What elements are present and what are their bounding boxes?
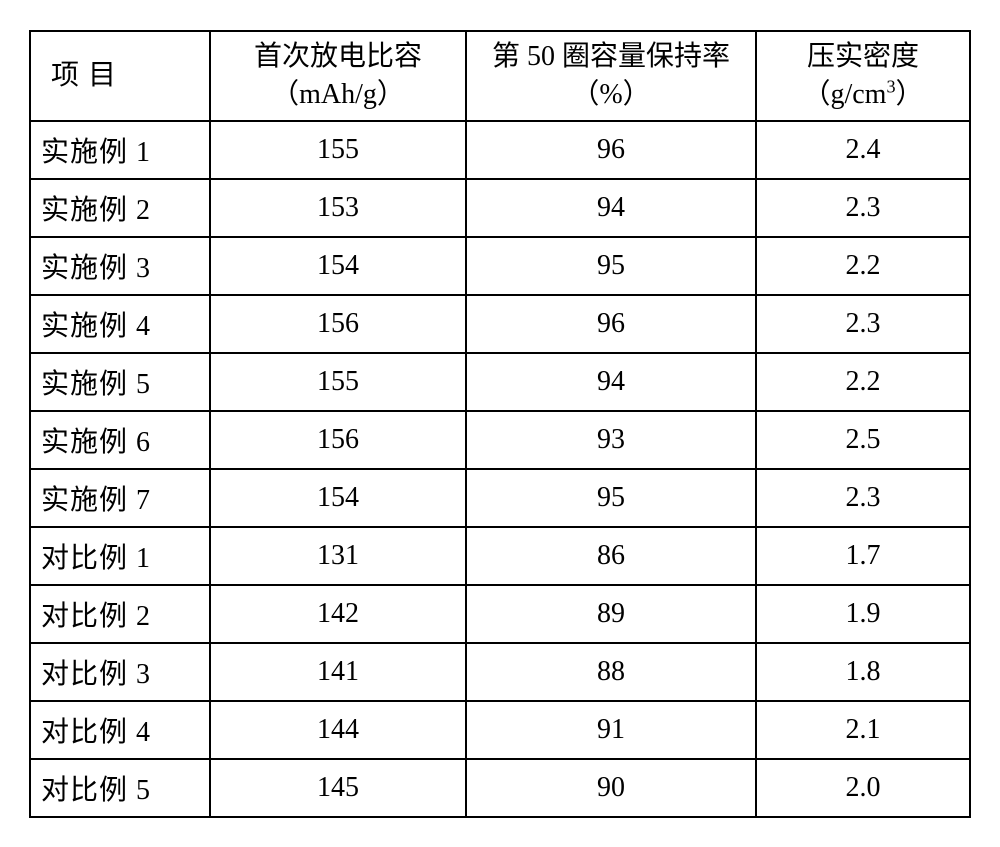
cell-retention: 95: [466, 237, 756, 295]
header-density-line2: （g/cm3）: [802, 79, 923, 110]
cell-capacity: 141: [210, 643, 466, 701]
table-row: 实施例 2 153 94 2.3: [30, 179, 970, 237]
cell-item: 实施例 2: [30, 179, 210, 237]
table-row: 对比例 1 131 86 1.7: [30, 527, 970, 585]
cell-retention: 94: [466, 353, 756, 411]
cell-retention: 91: [466, 701, 756, 759]
cell-capacity: 155: [210, 121, 466, 179]
header-retention-line2: （%）: [571, 79, 650, 110]
header-item: 项 目: [30, 31, 210, 121]
cell-retention: 90: [466, 759, 756, 817]
cell-capacity: 153: [210, 179, 466, 237]
table-row: 实施例 3 154 95 2.2: [30, 237, 970, 295]
cell-density: 2.3: [756, 469, 970, 527]
cell-retention: 96: [466, 121, 756, 179]
table-row: 对比例 2 142 89 1.9: [30, 585, 970, 643]
cell-capacity: 142: [210, 585, 466, 643]
cell-density: 2.0: [756, 759, 970, 817]
cell-item: 实施例 6: [30, 411, 210, 469]
cell-retention: 94: [466, 179, 756, 237]
header-retention: 第 50 圈容量保持率 （%）: [466, 31, 756, 121]
cell-item: 对比例 1: [30, 527, 210, 585]
cell-retention: 86: [466, 527, 756, 585]
cell-retention: 89: [466, 585, 756, 643]
cell-capacity: 154: [210, 469, 466, 527]
cell-item: 对比例 5: [30, 759, 210, 817]
cell-retention: 95: [466, 469, 756, 527]
cell-item: 实施例 1: [30, 121, 210, 179]
header-capacity: 首次放电比容 （mAh/g）: [210, 31, 466, 121]
cell-density: 2.1: [756, 701, 970, 759]
cell-item: 实施例 7: [30, 469, 210, 527]
table-row: 对比例 3 141 88 1.8: [30, 643, 970, 701]
cell-density: 2.5: [756, 411, 970, 469]
table-row: 实施例 6 156 93 2.5: [30, 411, 970, 469]
table-row: 对比例 5 145 90 2.0: [30, 759, 970, 817]
cell-capacity: 154: [210, 237, 466, 295]
cell-item: 实施例 3: [30, 237, 210, 295]
table-row: 实施例 5 155 94 2.2: [30, 353, 970, 411]
cell-density: 1.8: [756, 643, 970, 701]
cell-density: 1.7: [756, 527, 970, 585]
cell-item: 对比例 3: [30, 643, 210, 701]
table-header: 项 目 首次放电比容 （mAh/g） 第 50 圈容量保持率 （%） 压实密度 …: [30, 31, 970, 121]
cell-capacity: 144: [210, 701, 466, 759]
cell-density: 2.3: [756, 295, 970, 353]
header-density-line1: 压实密度: [807, 41, 919, 72]
header-item-label: 项 目: [51, 60, 117, 91]
header-capacity-line2: （mAh/g）: [271, 79, 405, 110]
table-row: 对比例 4 144 91 2.1: [30, 701, 970, 759]
cell-item: 对比例 2: [30, 585, 210, 643]
header-density: 压实密度 （g/cm3）: [756, 31, 970, 121]
cell-capacity: 156: [210, 295, 466, 353]
cell-item: 对比例 4: [30, 701, 210, 759]
header-row: 项 目 首次放电比容 （mAh/g） 第 50 圈容量保持率 （%） 压实密度 …: [30, 31, 970, 121]
cell-retention: 93: [466, 411, 756, 469]
table-row: 实施例 4 156 96 2.3: [30, 295, 970, 353]
header-retention-line1: 第 50 圈容量保持率: [492, 41, 730, 72]
cell-capacity: 155: [210, 353, 466, 411]
cell-capacity: 145: [210, 759, 466, 817]
cell-density: 2.3: [756, 179, 970, 237]
cell-density: 2.2: [756, 237, 970, 295]
cell-density: 2.2: [756, 353, 970, 411]
cell-item: 实施例 4: [30, 295, 210, 353]
table-row: 实施例 7 154 95 2.3: [30, 469, 970, 527]
cell-capacity: 131: [210, 527, 466, 585]
table-row: 实施例 1 155 96 2.4: [30, 121, 970, 179]
header-capacity-line1: 首次放电比容: [254, 41, 422, 72]
data-table: 项 目 首次放电比容 （mAh/g） 第 50 圈容量保持率 （%） 压实密度 …: [29, 30, 971, 818]
cell-density: 1.9: [756, 585, 970, 643]
cell-density: 2.4: [756, 121, 970, 179]
cell-item: 实施例 5: [30, 353, 210, 411]
cell-retention: 96: [466, 295, 756, 353]
cell-retention: 88: [466, 643, 756, 701]
cell-capacity: 156: [210, 411, 466, 469]
table-body: 实施例 1 155 96 2.4 实施例 2 153 94 2.3 实施例 3 …: [30, 121, 970, 817]
